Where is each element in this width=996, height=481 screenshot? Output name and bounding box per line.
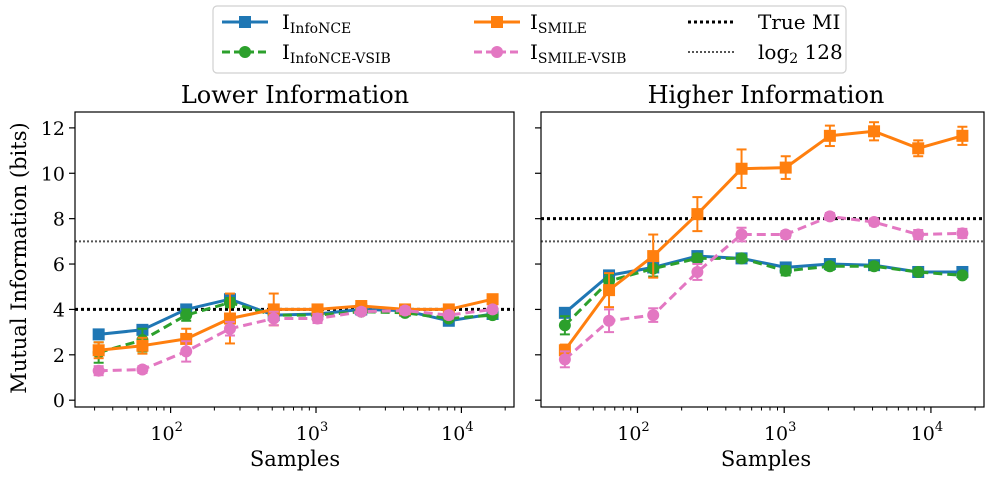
legend-label-smile-vsib: ISMILE-VSIB	[530, 40, 626, 67]
legend-marker-circle	[239, 46, 251, 58]
legend-frame	[212, 5, 847, 74]
data-point	[267, 312, 280, 325]
data-point	[868, 216, 881, 229]
y-tick-label: 10	[41, 163, 65, 185]
legend-entry-log2: log2 128	[688, 40, 843, 67]
data-point	[691, 208, 704, 221]
y-tick-label: 2	[53, 345, 65, 367]
data-point	[486, 303, 499, 316]
data-point	[735, 228, 748, 241]
y-tick-label: 8	[53, 209, 65, 231]
data-point	[823, 210, 836, 223]
series-line	[563, 129, 963, 352]
y-tick-label: 12	[41, 118, 65, 140]
legend-marker-square	[491, 16, 503, 28]
data-point	[779, 161, 792, 174]
x-tick-label: 103	[296, 420, 328, 445]
data-point	[691, 265, 704, 278]
legend-label-smile: ISMILE	[530, 10, 587, 37]
plot-frame	[540, 111, 985, 408]
data-point	[912, 142, 925, 155]
data-point	[735, 252, 748, 265]
legend-label-log2: log2 128	[758, 40, 843, 67]
data-point	[399, 304, 412, 317]
x-tick-label: 104	[441, 420, 473, 445]
data-point	[647, 250, 660, 263]
data-point	[647, 309, 660, 322]
data-point	[558, 344, 571, 357]
x-tick-label: 102	[150, 420, 182, 445]
data-point	[956, 269, 969, 282]
data-point	[180, 309, 193, 322]
series-line	[98, 297, 493, 352]
panel-title-lower: Lower Information	[181, 81, 409, 109]
x-axis-title-left: Samples	[250, 447, 340, 471]
data-point	[603, 314, 616, 327]
data-point	[691, 252, 704, 265]
data-point	[956, 227, 969, 240]
data-point	[442, 309, 455, 322]
legend-label-infonce: IInfoNCE	[282, 10, 351, 37]
series-smile-vsib	[92, 303, 499, 377]
legend-entry-infonce-vsib: IInfoNCE-VSIB	[222, 40, 391, 67]
series-infonce-vsib	[92, 296, 499, 364]
legend-marker-square	[239, 16, 251, 28]
data-point	[603, 284, 616, 297]
data-point	[779, 264, 792, 277]
x-axis-title-right: Samples	[721, 447, 811, 471]
data-point	[136, 363, 149, 376]
legend-entry-smile-vsib: ISMILE-VSIB	[474, 40, 626, 67]
data-point	[912, 265, 925, 278]
data-point	[823, 260, 836, 273]
data-point	[355, 305, 368, 318]
y-tick-label: 6	[53, 254, 65, 276]
data-point	[868, 260, 881, 273]
data-point	[868, 125, 881, 138]
panel-title-higher: Higher Information	[648, 81, 885, 109]
series-line	[98, 301, 493, 354]
data-point	[823, 129, 836, 142]
data-point	[311, 312, 324, 325]
data-point	[223, 322, 236, 335]
legend-label-infonce-vsib: IInfoNCE-VSIB	[282, 40, 391, 67]
data-point	[912, 228, 925, 241]
series-infonce-vsib	[558, 252, 969, 336]
legend-entry-infonce: IInfoNCE	[222, 10, 351, 37]
data-point	[735, 162, 748, 175]
panel-lower-information: 0 2 4 6 8 10 12 102 103 104	[41, 111, 515, 445]
x-tick-label: 104	[911, 420, 943, 445]
data-point	[558, 353, 571, 366]
panel-higher-information: 102 103 104	[535, 111, 985, 445]
data-point	[92, 364, 105, 377]
legend-entry-true-mi: True MI	[688, 10, 840, 34]
legend-marker-circle	[491, 46, 503, 58]
data-point	[311, 303, 324, 316]
y-axis-title: Mutual Information (bits)	[7, 122, 31, 393]
data-point	[558, 319, 571, 332]
data-point	[92, 344, 105, 357]
y-tick-label: 0	[53, 390, 65, 412]
legend-label-true-mi: True MI	[758, 10, 840, 34]
series-line	[563, 214, 963, 361]
series-line	[98, 307, 493, 373]
y-tick-label: 4	[53, 299, 65, 321]
x-tick-label: 102	[617, 420, 649, 445]
data-point	[486, 293, 499, 306]
data-point	[92, 328, 105, 341]
data-point	[136, 339, 149, 352]
series-smile-vsib	[558, 210, 969, 369]
legend: IInfoNCE IInfoNCE-VSIB ISMILE ISMILE-VSI…	[212, 5, 847, 74]
series-infonce	[558, 250, 969, 319]
x-tick-label: 103	[764, 420, 796, 445]
legend-entry-smile: ISMILE	[474, 10, 587, 37]
plot-frame	[74, 111, 515, 408]
series-smile	[558, 121, 969, 357]
series-line	[98, 297, 493, 336]
series-line	[563, 254, 963, 314]
data-point	[779, 228, 792, 241]
data-point	[180, 345, 193, 358]
data-point	[956, 129, 969, 142]
